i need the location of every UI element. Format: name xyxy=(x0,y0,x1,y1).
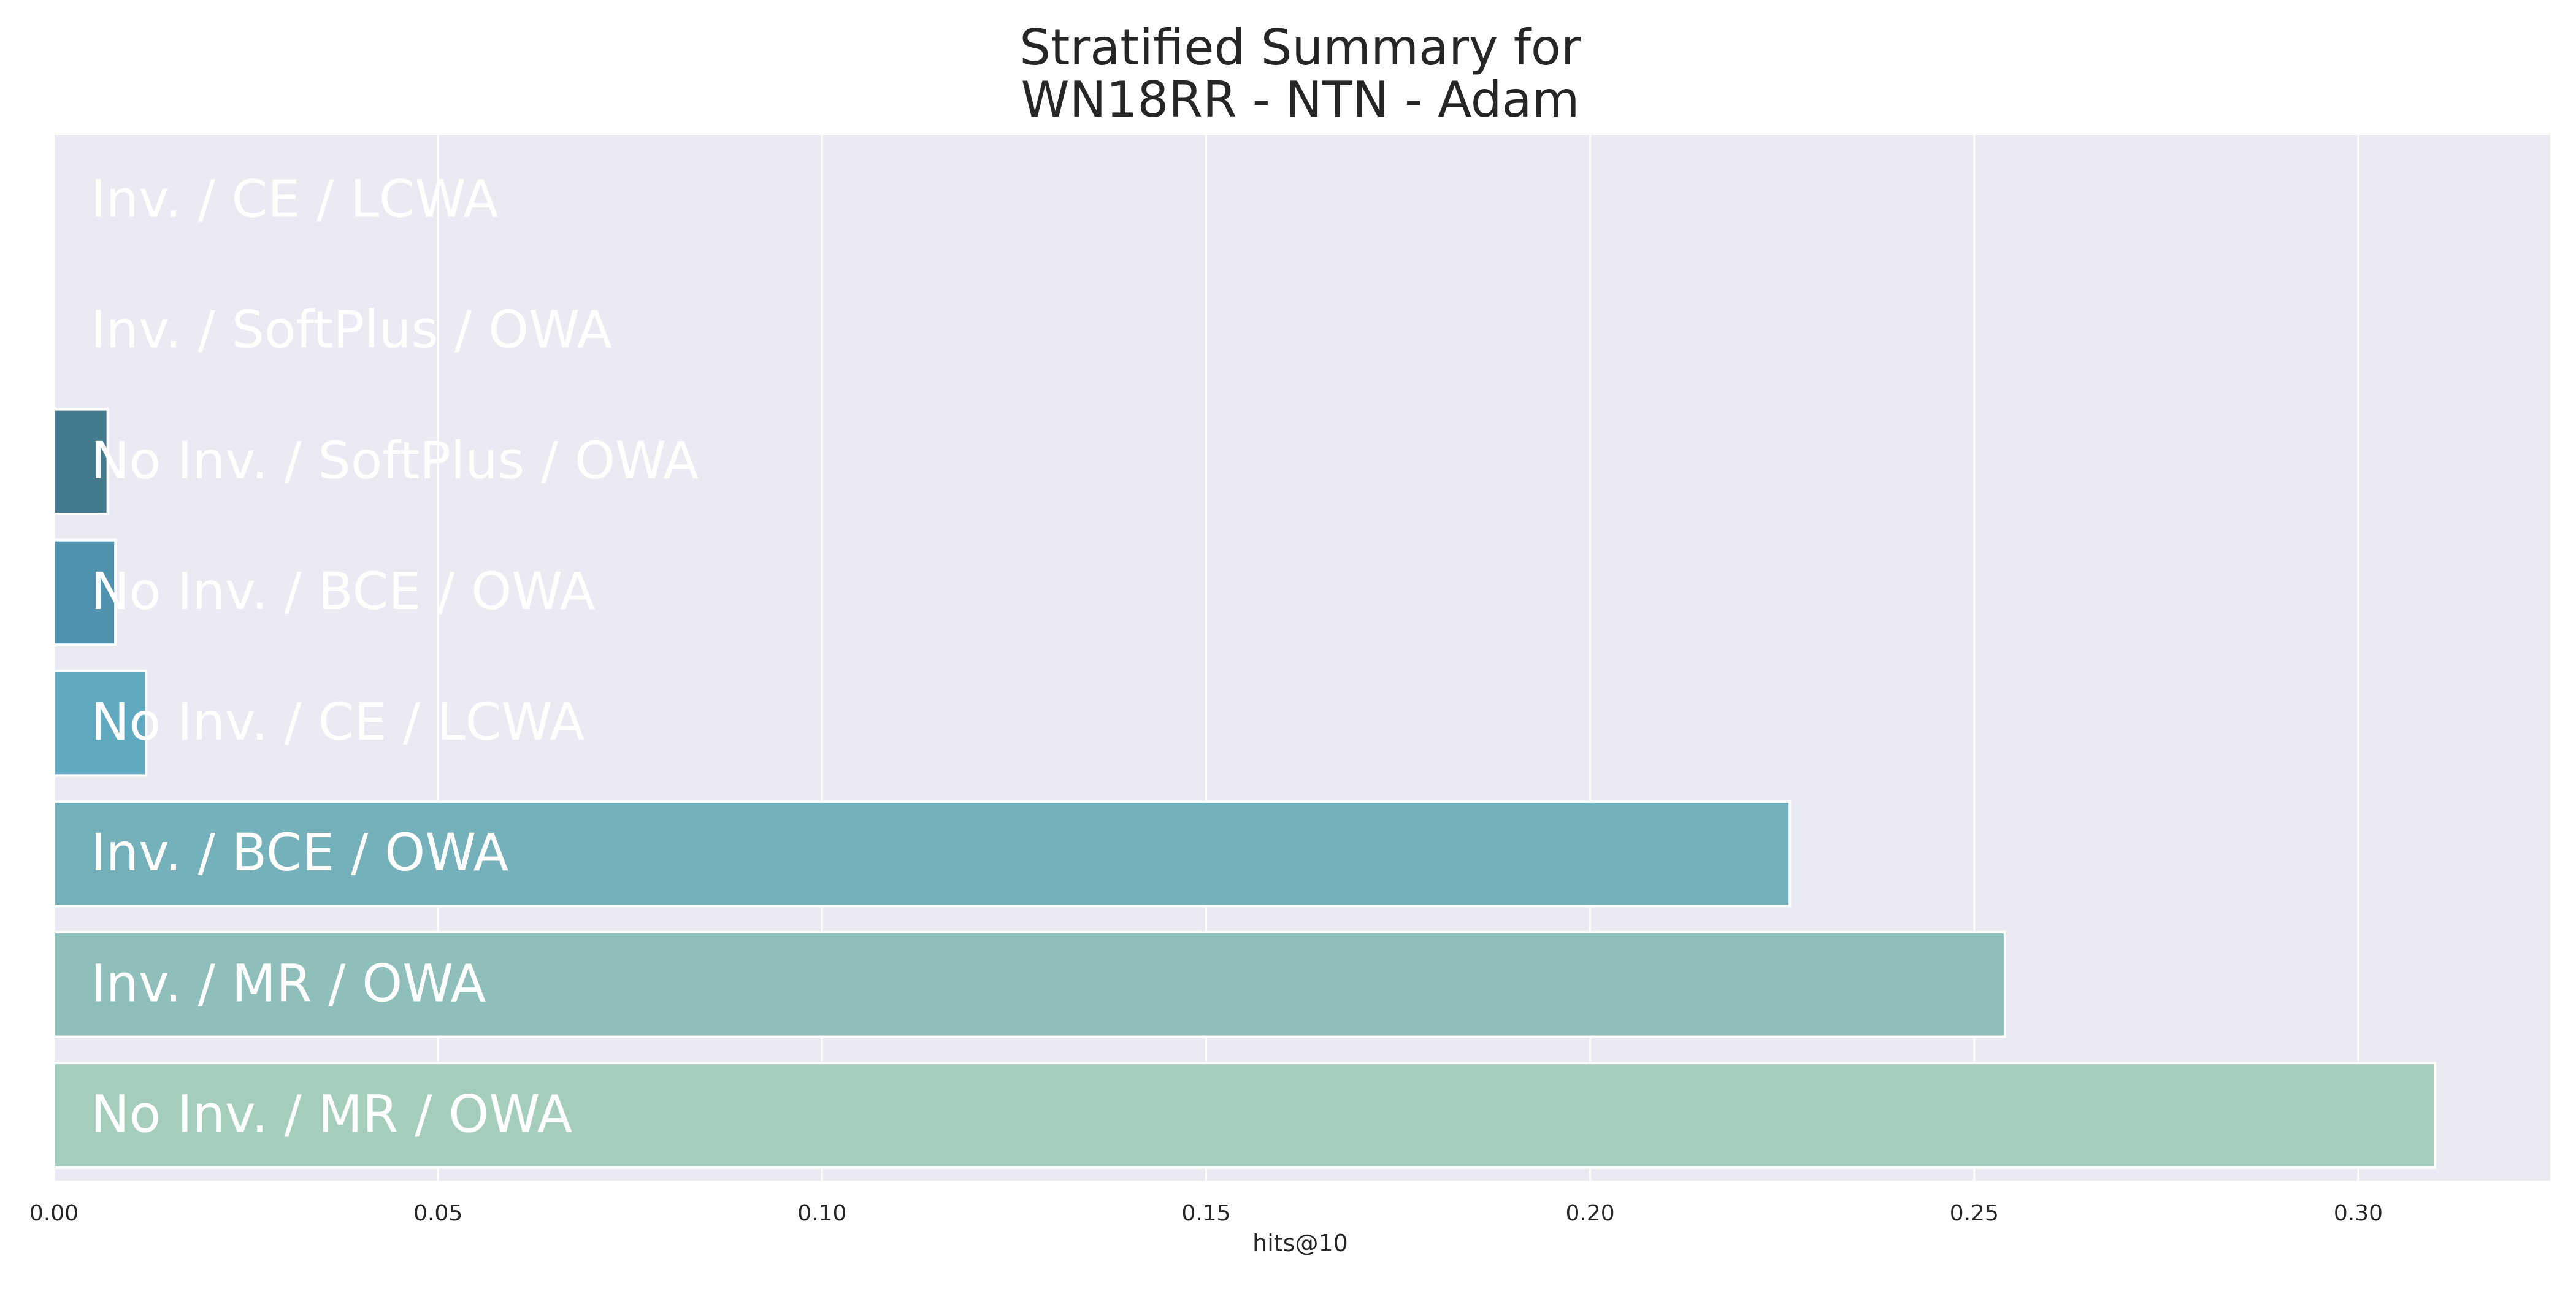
bar xyxy=(53,408,109,516)
bar-category-label: No Inv. / SoftPlus / OWA xyxy=(91,431,699,491)
bar xyxy=(53,800,1792,908)
bar xyxy=(53,669,148,777)
bar-category-label: No Inv. / CE / LCWA xyxy=(91,692,585,752)
bar-category-label: Inv. / SoftPlus / OWA xyxy=(91,300,612,360)
bars xyxy=(53,408,2437,1169)
x-tick-label: 0.10 xyxy=(797,1201,846,1226)
bar-category-label: Inv. / MR / OWA xyxy=(91,953,486,1013)
bar-category-label: Inv. / CE / LCWA xyxy=(91,169,498,229)
x-tick-label: 0.05 xyxy=(413,1201,462,1226)
x-axis-label: hits@10 xyxy=(1252,1230,1348,1257)
x-axis-ticks: 0.00 0.05 0.10 0.15 0.20 0.25 0.30 xyxy=(29,1201,2383,1226)
bar xyxy=(53,931,2006,1038)
x-tick-label: 0.25 xyxy=(1950,1201,1999,1226)
bar-category-label: Inv. / BCE / OWA xyxy=(91,822,508,883)
x-tick-label: 0.20 xyxy=(1566,1201,1615,1226)
x-tick-label: 0.00 xyxy=(29,1201,79,1226)
chart-title-line-2: WN18RR - NTN - Adam xyxy=(1021,71,1580,128)
x-tick-label: 0.15 xyxy=(1181,1201,1230,1226)
x-tick-label: 0.30 xyxy=(2334,1201,2383,1226)
chart-title-line-1: Stratified Summary for xyxy=(1019,19,1581,76)
bar xyxy=(53,538,117,646)
bar-labels: Inv. / CE / LCWA Inv. / SoftPlus / OWA No … xyxy=(91,169,699,1144)
bar-category-label: No Inv. / MR / OWA xyxy=(91,1084,572,1144)
bar-category-label: No Inv. / BCE / OWA xyxy=(91,561,595,621)
bar xyxy=(53,1062,2437,1169)
